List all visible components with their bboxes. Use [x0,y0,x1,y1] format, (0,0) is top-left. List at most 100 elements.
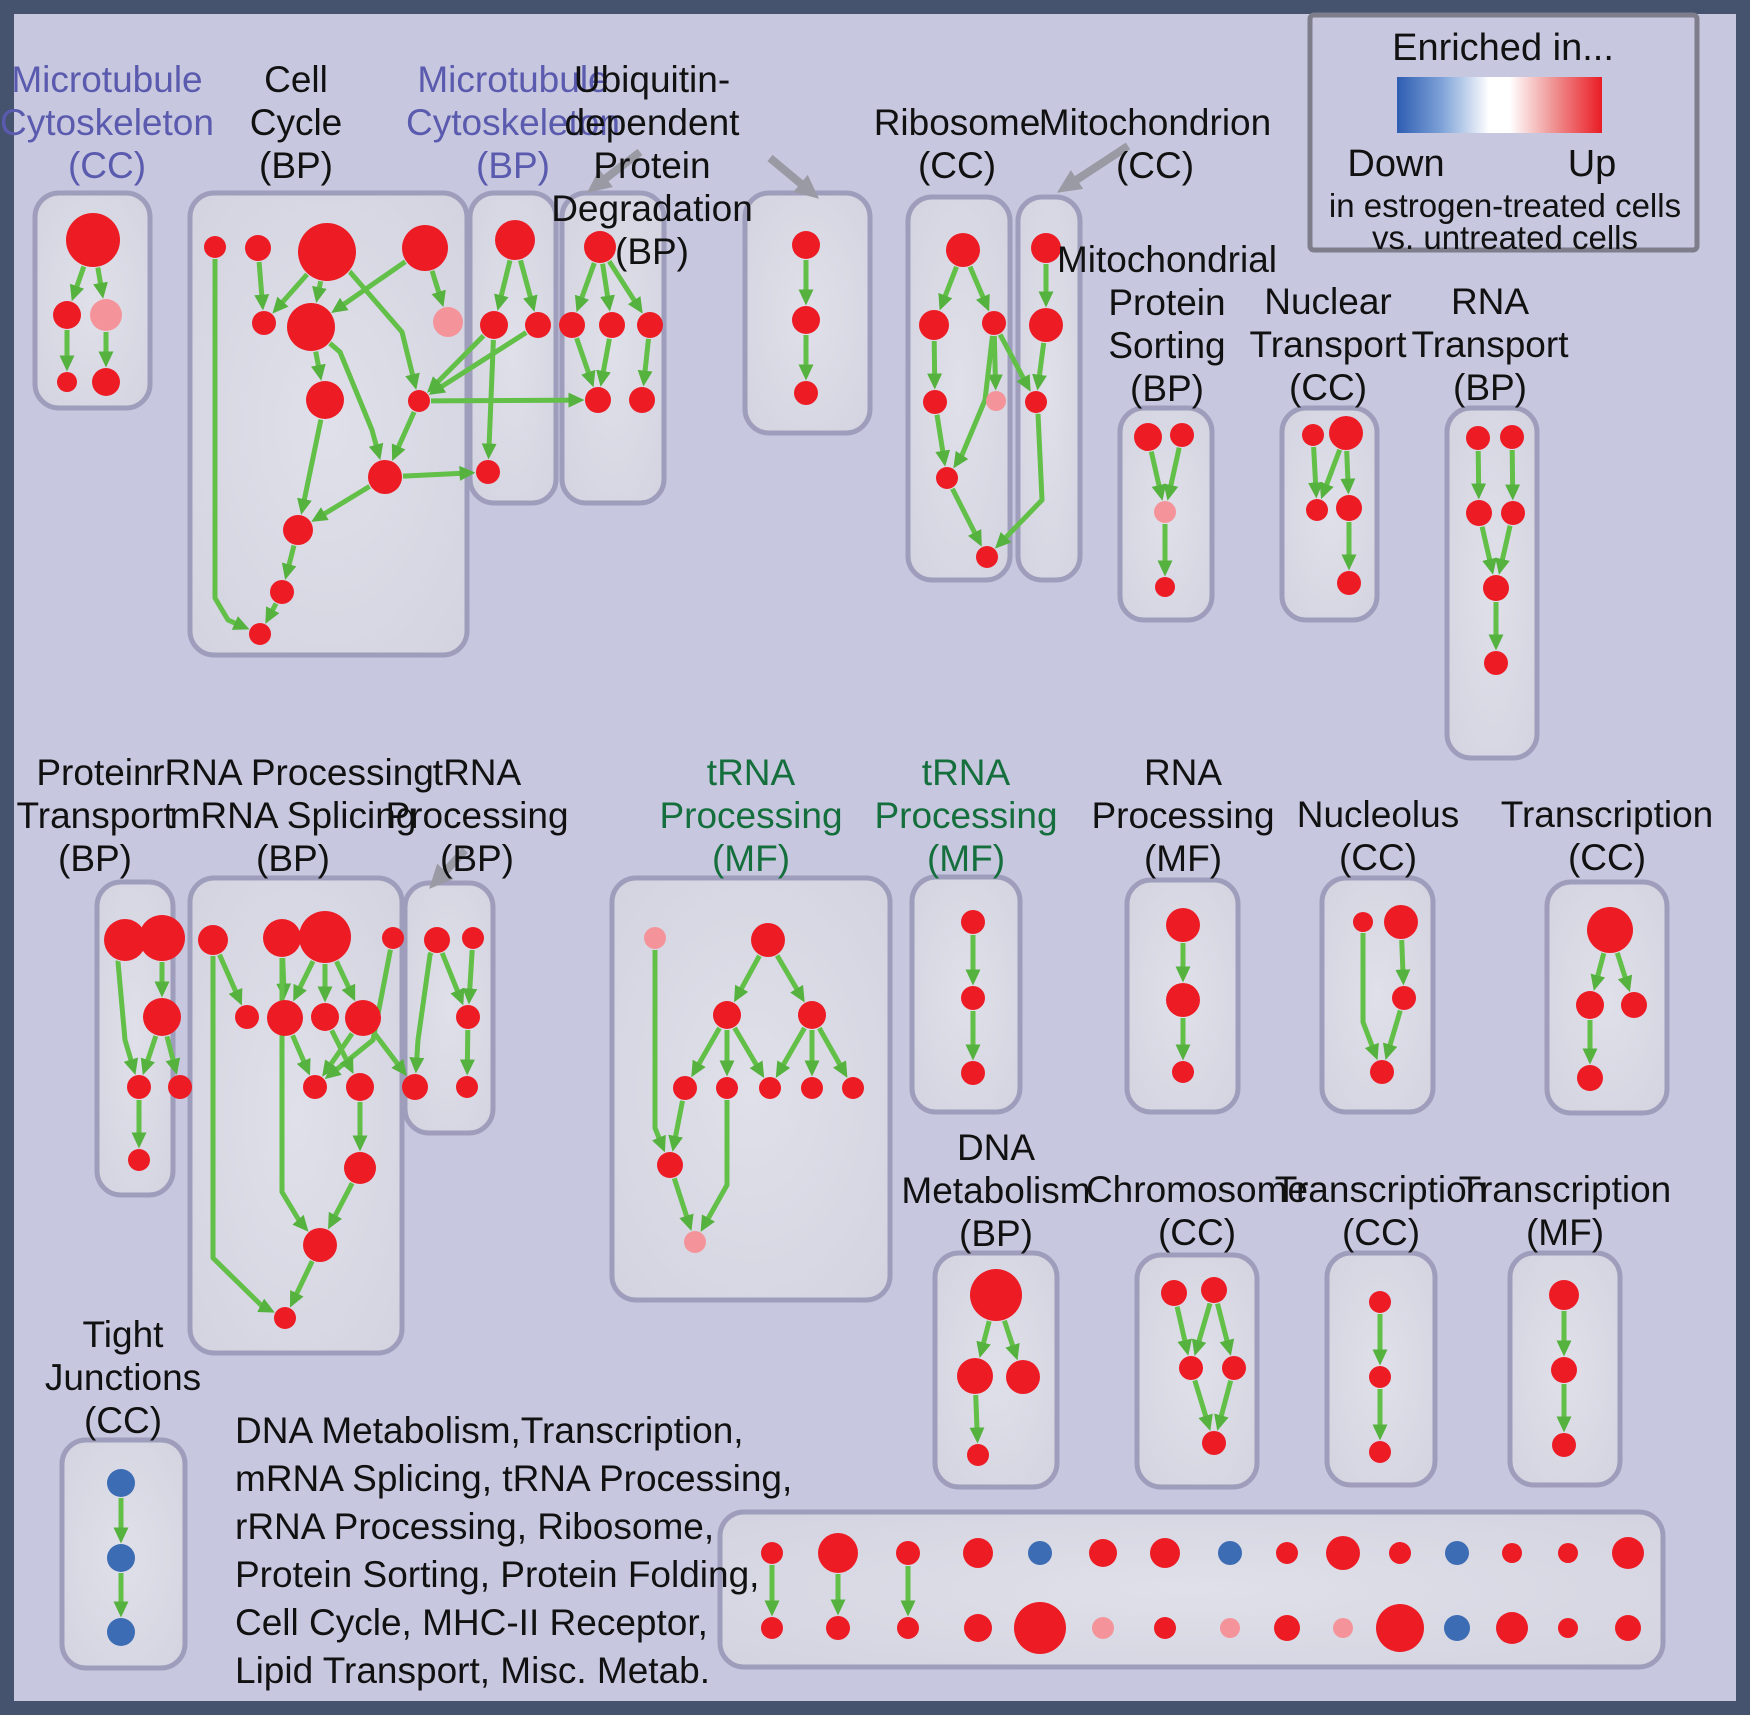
node-rrna-mrna-bp-8 [303,1075,327,1099]
edge-microtubule-bp-2 [481,339,497,460]
node-rrna-mrna-bp-9 [346,1073,374,1101]
node-transcription-cc-mid-3 [1577,1065,1603,1091]
edge-rna-transport-bp-3 [1495,525,1513,575]
edge-rrna-mrna-bp-6 [290,1034,311,1076]
node-nucleolus-cc-3 [1370,1060,1394,1084]
transcription-cc-bot-label: Transcription (CC) [1275,1169,1487,1253]
node-microtubule-cc-0 [66,213,120,267]
node-misc-strip-20 [1092,1617,1114,1639]
label-pointer-arrow-2 [1056,142,1131,193]
legend-down-label: Down [1347,143,1444,185]
node-cell-cycle-bp-3 [402,225,448,271]
ribosome-label: Ribosome (CC) [874,102,1041,186]
node-chromosome-cc-0 [1161,1280,1187,1306]
node-chromosome-cc-4 [1202,1431,1226,1455]
edge-trna-processing-mf-1-8 [651,950,666,1153]
node-misc-strip-27 [1496,1612,1528,1644]
edge-mito-protein-sorting-bp-0 [1148,451,1167,501]
node-misc-strip-5 [1089,1539,1117,1567]
ubiquitin-label: Ubiquitin-dependent Protein Degradation (BP… [551,59,753,272]
label-pointer-arrow-1 [767,154,819,199]
node-misc-strip-12 [1502,1543,1522,1563]
legend-gradient-bar [1397,77,1602,133]
node-misc-strip-4 [1028,1541,1052,1565]
node-transcription-mf-0 [1549,1280,1579,1310]
node-misc-strip-11 [1445,1541,1469,1565]
node-misc-strip-10 [1389,1542,1411,1564]
node-trna-processing-mf-1-6 [759,1077,781,1099]
node-tight-junctions-cc-2 [107,1618,135,1646]
cluster-box-ribosome-cc [905,194,1013,583]
edge-cell-cycle-bp-2 [312,280,327,304]
node-cell-cycle-bp-10 [283,515,313,545]
edge-ubiquitin-bp-1-5 [637,338,653,387]
node-misc-strip-18 [964,1614,992,1642]
edge-cell-cycle-bp-5 [347,269,420,390]
edge-cell-cycle-bp-9 [297,419,324,515]
edge-cell-cycle-bp-6 [310,351,326,381]
edge-dna-metabolism-bp-2 [969,1394,985,1444]
node-rna-transport-bp-1 [1500,425,1524,449]
trna-mf1-label: tRNA Processing (MF) [659,752,842,879]
edge-ubiquitin-bp-1-2 [607,259,643,314]
node-microtubule-cc-3 [57,372,77,392]
node-trna-processing-mf-1-2 [713,1001,741,1029]
node-misc-strip-29 [1615,1615,1641,1641]
node-mito-protein-sorting-bp-1 [1170,423,1194,447]
node-nucleolus-cc-2 [1392,986,1416,1010]
node-ubiquitin-bp-2-2 [794,381,818,405]
node-microtubule-cc-1 [53,301,81,329]
node-chromosome-cc-1 [1201,1277,1227,1303]
microtubule-cc-label: Microtubule Cytoskeleton (CC) [0,59,214,186]
edge-cell-cycle-bp-13 [212,259,250,630]
node-trna-processing-mf-2-0 [961,910,985,934]
edge-trna-processing-mf-1-4 [732,1026,765,1079]
legend-title: Enriched in... [1392,27,1614,69]
node-rrna-mrna-bp-7 [345,1000,381,1036]
mito-sorting-label: Mitochondrial Protein Sorting (BP) [1057,239,1277,409]
edge-trna-processing-bp-3 [459,1029,475,1076]
cluster-labels-layer: Microtubule Cytoskeleton (CC) Cell Cycle (BP)… [0,59,1713,1441]
node-mitochondrion-cc-2 [1025,391,1047,413]
edge-ribosome-cc-2 [927,340,943,390]
node-trna-processing-bp-1 [462,927,484,949]
node-rrna-mrna-bp-1 [263,919,301,957]
node-trna-processing-bp-0 [424,927,450,953]
edge-rrna-mrna-bp-11 [289,1260,315,1308]
node-misc-strip-15 [761,1617,783,1639]
node-rrna-mrna-bp-6 [311,1003,339,1031]
edge-protein-transport-bp-2 [140,1035,159,1076]
edge-microtubule-cc-1 [93,267,108,299]
cluster-box-microtubule-cc [32,190,153,411]
node-rrna-mrna-bp-4 [235,1005,259,1029]
node-nuclear-transport-cc-3 [1336,495,1362,521]
edge-nuclear-transport-cc-0 [1308,446,1324,499]
node-cell-cycle-bp-6 [433,307,463,337]
edge-ribosome-cc-4 [934,414,951,467]
edge-transcription-cc-mid-1 [1614,952,1633,993]
node-ribosome-cc-4 [986,391,1006,411]
node-trna-processing-mf-2-2 [961,1061,985,1085]
edge-transcription-cc-mid-0 [1590,952,1607,991]
cross-edge-6 [372,1031,407,1077]
node-misc-strip-13 [1558,1543,1578,1563]
edge-microtubule-cc-0 [69,265,87,302]
edge-cell-cycle-bp-7 [328,341,384,461]
edge-nucleolus-cc-2 [1382,1009,1403,1060]
node-cell-cycle-bp-4 [252,311,276,335]
node-protein-transport-bp-1 [139,915,185,961]
node-cell-cycle-bp-7 [306,381,344,419]
node-rna-transport-bp-5 [1484,651,1508,675]
edge-microtubule-bp-0 [494,259,513,311]
edge-rna-transport-bp-0 [1471,450,1487,500]
edge-rna-transport-bp-2 [1479,526,1497,575]
node-rna-processing-mf-2 [1172,1061,1194,1083]
node-misc-strip-2 [896,1541,920,1565]
edge-cell-cycle-bp-10 [311,484,371,522]
cluster-box-dna-metabolism-bp [932,1250,1060,1490]
cross-edge-2 [427,333,486,393]
cluster-box-nuclear-transport-cc [1279,405,1380,623]
tight-junctions-label: Tight Junctions (CC) [45,1314,201,1441]
microtubule-bp-label: Microtubule Cytoskeleton (BP) [406,59,620,186]
node-mito-protein-sorting-bp-2 [1154,501,1176,523]
